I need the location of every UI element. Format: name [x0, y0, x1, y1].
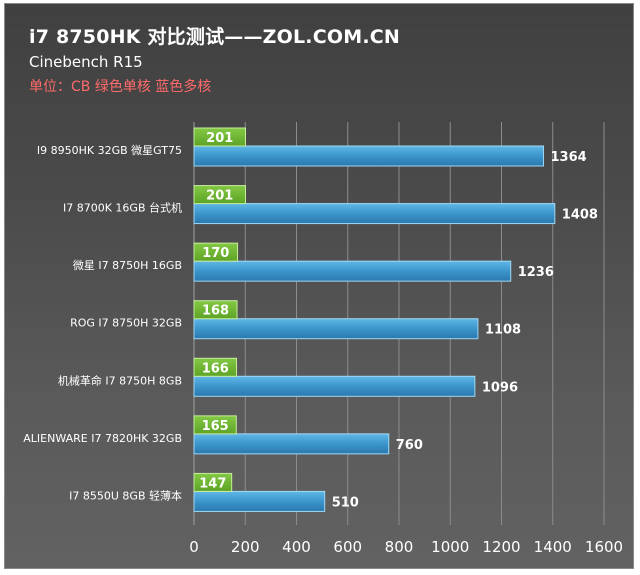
category-label: 机械革命 I7 8750H 8GB: [58, 373, 182, 387]
bar-multi-core: [193, 260, 512, 282]
bar-multi-core: [193, 203, 556, 225]
x-tick-label: 1200: [482, 538, 520, 556]
x-tick-label: 1000: [431, 538, 469, 556]
bar-single-core: [193, 415, 237, 435]
x-tick-label: 600: [333, 538, 362, 556]
multi-core-value-label: 1108: [485, 323, 521, 338]
category-label: ROG I7 8750H 32GB: [70, 317, 182, 330]
x-tick-label: 1400: [534, 538, 572, 556]
bar-single-core: [193, 357, 238, 377]
x-tick-label: 1600: [585, 538, 623, 556]
bar-multi-core: [193, 375, 476, 397]
bar-single-core: [193, 127, 247, 147]
chart-title: i7 8750HK 对比测试——ZOL.COM.CN: [29, 26, 400, 48]
single-core-value-label: 201: [206, 131, 233, 146]
single-core-value-label: 168: [202, 304, 229, 319]
bars: [193, 127, 556, 512]
multi-core-value-label: 510: [332, 495, 359, 510]
category-label: I9 8950HK 32GB 微星GT75: [37, 143, 182, 157]
category-label: 微星 I7 8750H 16GB: [73, 258, 182, 272]
single-core-value-label: 147: [199, 476, 226, 491]
bar-multi-core: [193, 490, 326, 512]
x-tick-label: 0: [189, 538, 199, 556]
category-label: I7 8550U 8GB 轻薄本: [69, 488, 182, 502]
single-core-value-label: 201: [206, 189, 233, 204]
single-core-value-label: 166: [202, 361, 229, 376]
bar-multi-core: [193, 433, 390, 455]
x-tick-label: 400: [282, 538, 311, 556]
category-label: ALIENWARE I7 7820HK 32GB: [23, 432, 182, 445]
multi-core-value-label: 1364: [551, 150, 587, 165]
chart-subtitle: Cinebench R15: [29, 53, 143, 71]
bar-single-core: [193, 185, 247, 205]
single-core-value-label: 170: [202, 246, 229, 261]
multi-core-value-label: 1408: [562, 208, 598, 223]
x-tick-label: 800: [385, 538, 414, 556]
bar-multi-core: [193, 145, 545, 167]
single-core-value-label: 165: [202, 419, 229, 434]
multi-core-value-label: 1236: [518, 265, 554, 280]
bar-single-core: [193, 300, 238, 320]
multi-core-value-label: 760: [396, 438, 423, 453]
labels: 0 200 400 600 800 1000 1200 1400 1600 201 1364 I9 8…: [23, 131, 623, 556]
multi-core-value-label: 1096: [482, 380, 518, 395]
bar-multi-core: [193, 318, 479, 340]
bar-single-core: [193, 472, 233, 492]
unit-note: 单位：CB 绿色单核 蓝色多核: [29, 79, 212, 95]
bar-single-core: [193, 242, 239, 262]
x-tick-label: 200: [231, 538, 260, 556]
chart-frame: i7 8750HK 对比测试——ZOL.COM.CN Cinebench R15…: [4, 3, 634, 569]
category-label: I7 8700K 16GB 台式机: [63, 201, 182, 215]
